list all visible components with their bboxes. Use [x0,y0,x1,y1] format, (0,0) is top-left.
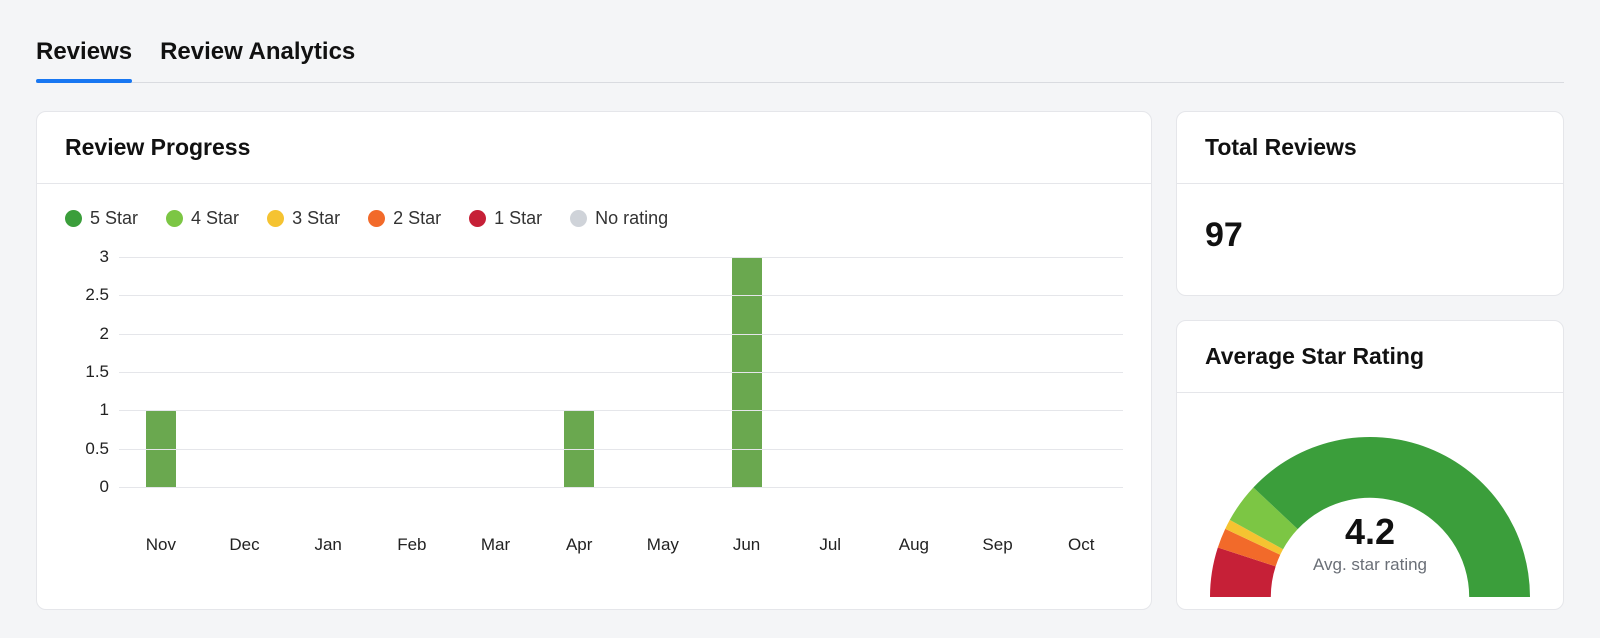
legend-label: 4 Star [191,208,239,229]
grid-line [119,295,1123,296]
review-progress-title: Review Progress [65,134,1123,161]
x-label: Nov [119,535,203,555]
total-reviews-value: 97 [1205,216,1535,255]
x-label: Jan [286,535,370,555]
legend-label: No rating [595,208,668,229]
x-label: May [621,535,705,555]
avg-rating-title: Average Star Rating [1205,343,1535,370]
chart-legend: 5 Star 4 Star 3 Star 2 Star 1 Star No rating [65,208,1123,229]
total-reviews-card: Total Reviews 97 [1176,111,1564,296]
legend-swatch [469,210,486,227]
total-reviews-title: Total Reviews [1205,134,1535,161]
grid-line [119,257,1123,258]
x-label: Jun [705,535,789,555]
legend-swatch [368,210,385,227]
chart-y-axis: 00.511.522.53 [65,257,119,527]
grid-line [119,410,1123,411]
avg-rating-card: Average Star Rating 4.2 Avg. star rating [1176,320,1564,610]
legend-item: 5 Star [65,208,138,229]
legend-swatch [65,210,82,227]
legend-item: No rating [570,208,668,229]
legend-label: 3 Star [292,208,340,229]
legend-item: 3 Star [267,208,340,229]
y-tick: 3 [100,247,109,267]
legend-swatch [570,210,587,227]
legend-item: 2 Star [368,208,441,229]
y-tick: 1.5 [85,362,109,382]
avg-rating-sublabel: Avg. star rating [1200,555,1540,575]
legend-label: 2 Star [393,208,441,229]
x-label: Mar [454,535,538,555]
chart-plot [119,257,1123,487]
x-label: Jul [788,535,872,555]
legend-label: 1 Star [494,208,542,229]
x-label: Sep [956,535,1040,555]
x-label: Feb [370,535,454,555]
grid-line [119,372,1123,373]
grid-line [119,449,1123,450]
legend-item: 1 Star [469,208,542,229]
tab-bar: Reviews Review Analytics [36,30,1564,83]
grid-line [119,334,1123,335]
tab-reviews[interactable]: Reviews [36,30,132,82]
x-label: Oct [1039,535,1123,555]
review-progress-card: Review Progress 5 Star 4 Star 3 Star 2 Star… [36,111,1152,610]
grid-line [119,487,1123,488]
tab-review-analytics[interactable]: Review Analytics [160,30,355,82]
y-tick: 0 [100,477,109,497]
review-progress-chart: 00.511.522.53 [65,257,1123,527]
x-label: Dec [203,535,287,555]
y-tick: 0.5 [85,439,109,459]
y-tick: 1 [100,400,109,420]
legend-label: 5 Star [90,208,138,229]
legend-item: 4 Star [166,208,239,229]
legend-swatch [267,210,284,227]
y-tick: 2 [100,324,109,344]
legend-swatch [166,210,183,227]
x-label: Apr [537,535,621,555]
avg-rating-value: 4.2 [1200,511,1540,553]
chart-x-axis: NovDecJanFebMarAprMayJunJulAugSepOct [119,535,1123,555]
x-label: Aug [872,535,956,555]
y-tick: 2.5 [85,285,109,305]
avg-rating-gauge: 4.2 Avg. star rating [1200,427,1540,597]
